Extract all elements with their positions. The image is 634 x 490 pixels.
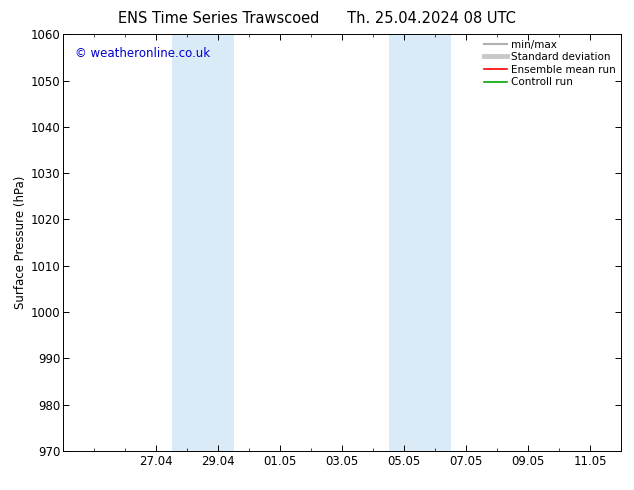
Bar xyxy=(172,34,203,451)
Text: ENS Time Series Trawscoed      Th. 25.04.2024 08 UTC: ENS Time Series Trawscoed Th. 25.04.2024… xyxy=(118,11,516,26)
Bar xyxy=(420,34,451,451)
Legend: min/max, Standard deviation, Ensemble mean run, Controll run: min/max, Standard deviation, Ensemble me… xyxy=(482,37,618,89)
Bar xyxy=(203,34,234,451)
Y-axis label: Surface Pressure (hPa): Surface Pressure (hPa) xyxy=(14,176,27,309)
Bar xyxy=(389,34,420,451)
Text: © weatheronline.co.uk: © weatheronline.co.uk xyxy=(75,47,210,60)
